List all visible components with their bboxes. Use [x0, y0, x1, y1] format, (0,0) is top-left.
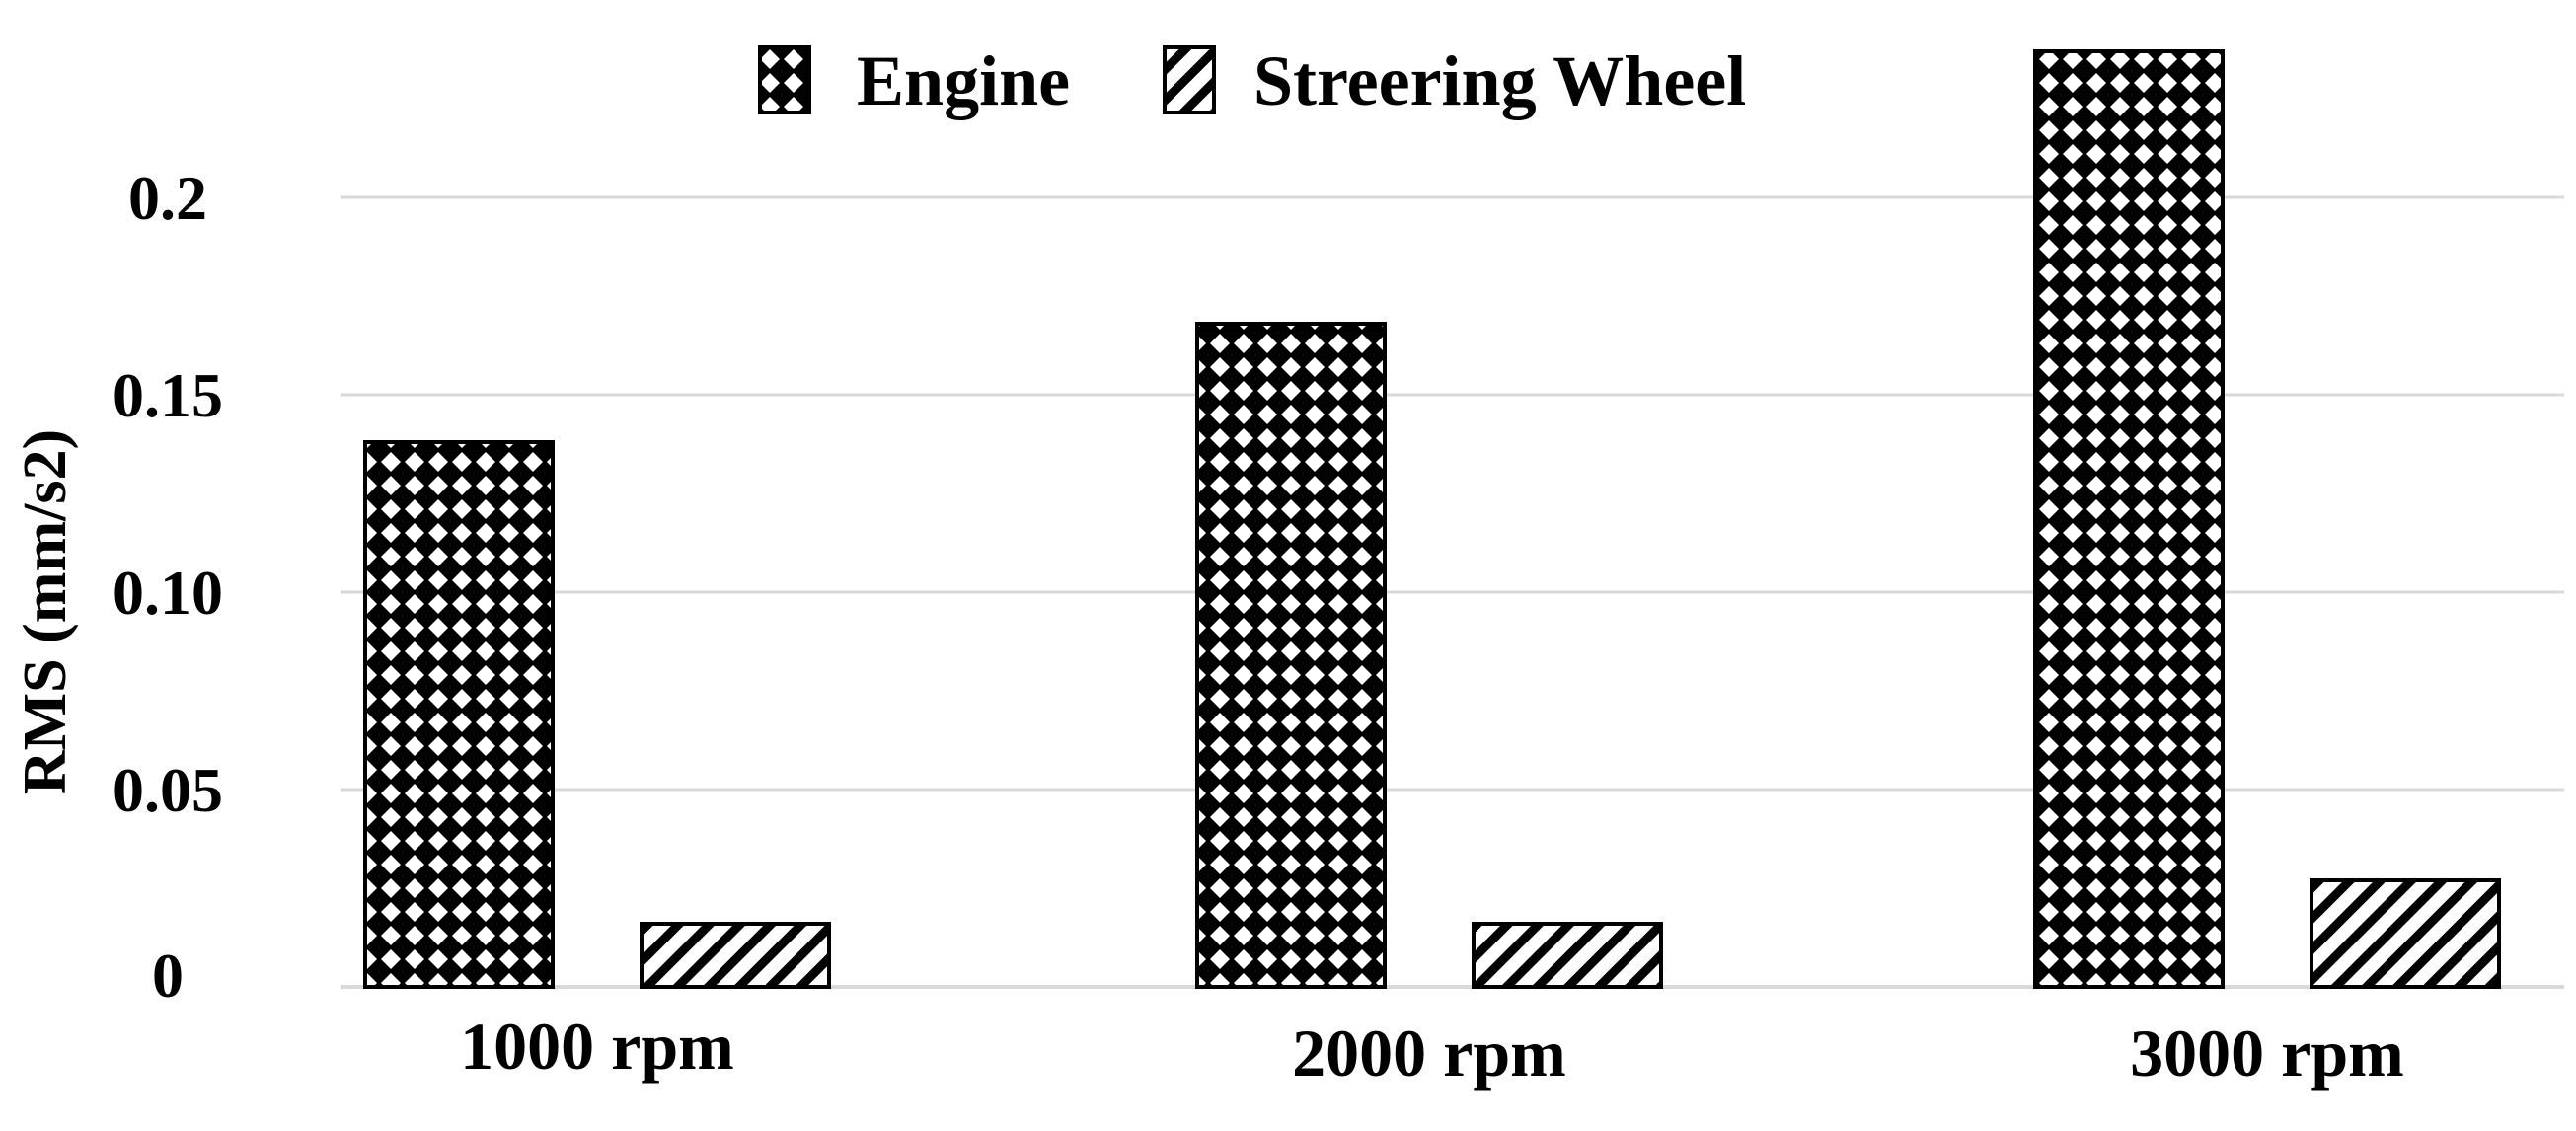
y-tick-label: 0.15: [113, 360, 223, 430]
legend-swatch-engine: [758, 45, 811, 114]
bar-engine-3000-rpm: [2033, 49, 2225, 989]
x-axis-category-labels: 1000 rpm 2000 rpm 3000 rpm: [460, 1009, 2404, 1091]
bar-streering-wheel-1000-rpm: [640, 922, 831, 989]
x-category-label: 1000 rpm: [460, 1009, 734, 1084]
y-tick-label: 0.10: [113, 558, 223, 628]
bars: [363, 49, 2501, 989]
y-tick-label: 0.2: [128, 163, 207, 233]
y-tick-label: 0: [152, 941, 184, 1011]
x-category-label: 3000 rpm: [2130, 1016, 2404, 1091]
y-axis-tick-labels: 0 0.05 0.10 0.15 0.2: [113, 163, 223, 1011]
bar-engine-1000-rpm: [363, 440, 555, 989]
bar-streering-wheel-3000-rpm: [2310, 878, 2501, 989]
y-axis-title: RMS (mm/s2): [12, 429, 79, 794]
y-tick-label: 0.05: [113, 755, 223, 825]
bar-streering-wheel-2000-rpm: [1472, 922, 1663, 989]
gridlines: [341, 195, 2564, 989]
x-category-label: 2000 rpm: [1292, 1016, 1566, 1091]
legend-label-streering-wheel: Streering Wheel: [1253, 41, 1746, 120]
bar-engine-2000-rpm: [1195, 322, 1387, 989]
legend-label-engine: Engine: [857, 41, 1070, 120]
legend-swatch-streering-wheel: [1163, 45, 1216, 114]
legend: Engine Streering Wheel: [758, 41, 1746, 120]
